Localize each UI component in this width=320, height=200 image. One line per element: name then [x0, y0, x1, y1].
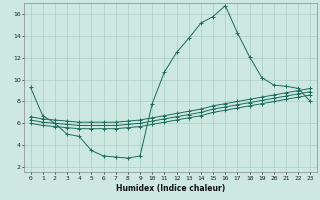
X-axis label: Humidex (Indice chaleur): Humidex (Indice chaleur) — [116, 184, 225, 193]
